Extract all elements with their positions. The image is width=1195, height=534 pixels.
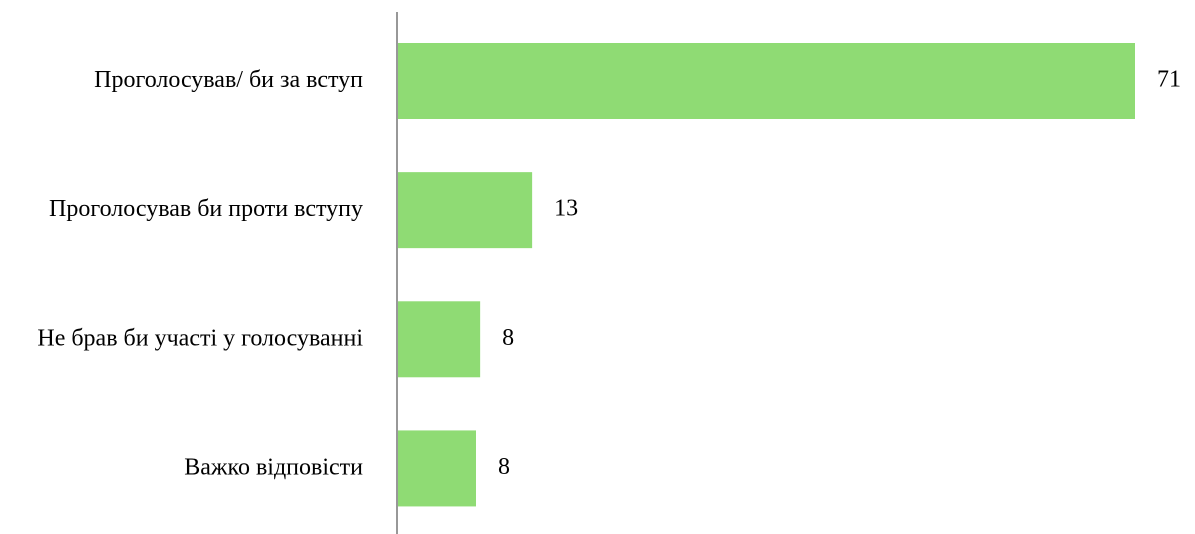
bar	[398, 172, 533, 249]
bar	[398, 430, 476, 507]
value-label: 8	[502, 325, 514, 351]
value-label: 13	[554, 196, 578, 222]
bar	[398, 301, 481, 378]
category-label: Не брав би участі у голосуванні	[37, 325, 363, 351]
category-label: Важко відповісти	[184, 454, 363, 480]
category-label: Проголосував/ би за вступ	[94, 67, 363, 93]
category-label: Проголосував би проти вступу	[49, 196, 363, 222]
value-label: 71	[1157, 67, 1181, 93]
bar	[398, 43, 1135, 119]
value-label: 8	[498, 454, 510, 480]
